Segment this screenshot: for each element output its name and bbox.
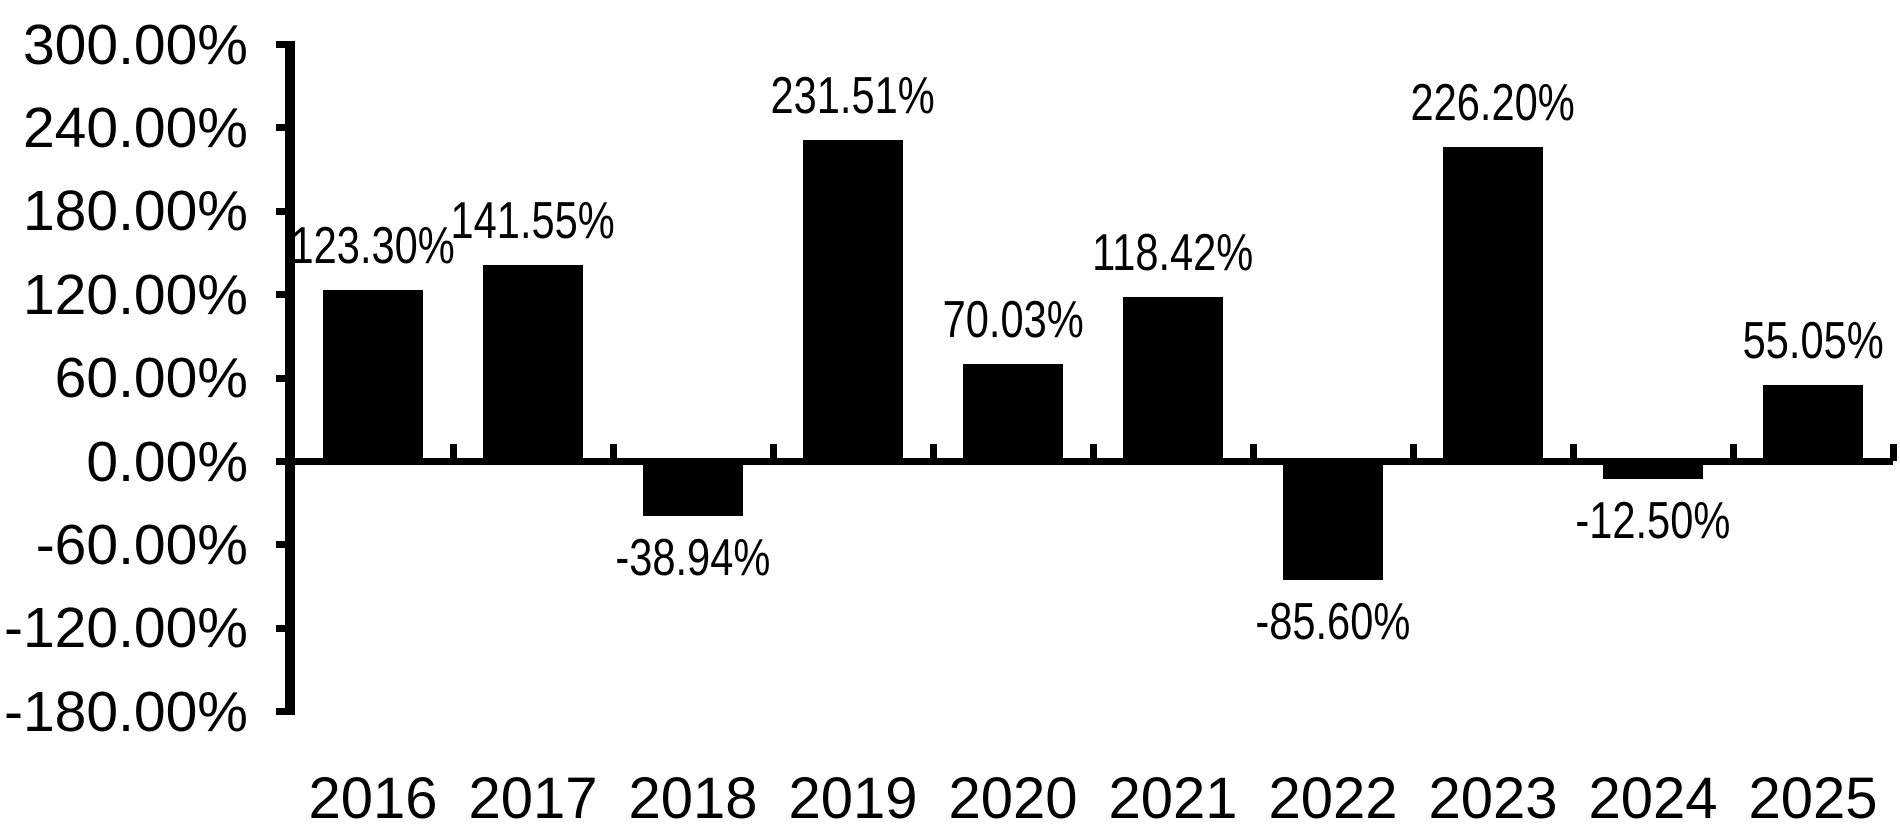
category-tick-4 bbox=[930, 444, 937, 461]
bar-2023 bbox=[1443, 147, 1543, 462]
category-tick-2 bbox=[610, 444, 617, 461]
category-tick-10 bbox=[1890, 444, 1897, 461]
y-tick-label--60: -60.00% bbox=[35, 512, 248, 577]
bar-2019 bbox=[803, 139, 903, 462]
value-label-2020: 70.03% bbox=[883, 290, 1143, 350]
category-tick-8 bbox=[1570, 444, 1577, 461]
y-tick-label--120: -120.00% bbox=[3, 596, 248, 661]
value-label-text-2021: 118.42% bbox=[1092, 223, 1254, 282]
bar-2025 bbox=[1763, 384, 1863, 462]
x-axis-zero-line bbox=[295, 458, 1893, 465]
value-label-2017: 141.55% bbox=[403, 191, 663, 251]
category-tick-6 bbox=[1250, 444, 1257, 461]
value-label-text-2023: 226.20% bbox=[1410, 74, 1576, 133]
value-label-2022: -85.60% bbox=[1203, 592, 1463, 652]
x-label-2025: 2025 bbox=[1748, 766, 1878, 831]
y-tick-label-120: 120.00% bbox=[22, 262, 248, 327]
value-label-2018: -38.94% bbox=[563, 528, 823, 588]
x-label-2023: 2023 bbox=[1428, 766, 1558, 831]
y-tick-0 bbox=[276, 458, 295, 465]
x-label-2020: 2020 bbox=[948, 766, 1078, 831]
y-tick-label-60: 60.00% bbox=[54, 346, 248, 411]
value-label-2016: 123.30% bbox=[243, 216, 503, 276]
x-label-2022: 2022 bbox=[1268, 766, 1398, 831]
bar-2017 bbox=[483, 264, 583, 462]
category-tick-9 bbox=[1730, 444, 1737, 461]
value-label-text-2020: 70.03% bbox=[942, 291, 1084, 350]
y-tick-label-180: 180.00% bbox=[22, 179, 248, 244]
category-tick-7 bbox=[1410, 444, 1417, 461]
y-tick-240 bbox=[276, 124, 295, 132]
bar-2021 bbox=[1123, 296, 1223, 462]
value-label-text-2025: 55.05% bbox=[1742, 311, 1884, 370]
y-tick-label-300: 300.00% bbox=[22, 12, 248, 77]
value-label-2021: 118.42% bbox=[1043, 223, 1303, 283]
category-tick-1 bbox=[450, 444, 457, 461]
y-tick-label-0: 0.00% bbox=[86, 429, 248, 494]
value-label-2019: 231.51% bbox=[723, 66, 983, 126]
bar-2022 bbox=[1283, 461, 1383, 581]
value-label-text-2022: -85.60% bbox=[1255, 593, 1411, 652]
x-label-2016: 2016 bbox=[308, 766, 438, 831]
bar-2016 bbox=[323, 290, 423, 462]
value-label-text-2017: 141.55% bbox=[450, 191, 616, 250]
y-tick-60 bbox=[276, 374, 295, 382]
x-label-2017: 2017 bbox=[468, 766, 598, 831]
x-label-2024: 2024 bbox=[1588, 766, 1718, 831]
x-label-2019: 2019 bbox=[788, 766, 918, 831]
bar-2018 bbox=[643, 461, 743, 516]
y-tick-180 bbox=[276, 207, 295, 215]
value-label-text-2018: -38.94% bbox=[615, 528, 771, 587]
category-tick-3 bbox=[770, 444, 777, 461]
value-label-2025: 55.05% bbox=[1683, 311, 1900, 371]
value-label-text-2019: 231.51% bbox=[770, 66, 936, 125]
value-label-text-2024: -12.50% bbox=[1575, 491, 1731, 550]
y-tick--180 bbox=[276, 708, 295, 716]
y-tick--120 bbox=[276, 624, 295, 632]
y-tick-label-240: 240.00% bbox=[22, 95, 248, 160]
bar-2024 bbox=[1603, 461, 1703, 479]
y-tick-120 bbox=[276, 291, 295, 299]
y-tick-300 bbox=[276, 41, 295, 48]
value-label-2023: 226.20% bbox=[1363, 73, 1623, 133]
y-tick-label--180: -180.00% bbox=[3, 679, 248, 744]
x-label-2018: 2018 bbox=[628, 766, 758, 831]
x-label-2021: 2021 bbox=[1108, 766, 1238, 831]
value-label-text-2016: 123.30% bbox=[290, 217, 456, 276]
bar-2020 bbox=[963, 364, 1063, 462]
value-label-2024: -12.50% bbox=[1523, 491, 1783, 551]
y-tick--60 bbox=[276, 541, 295, 549]
category-tick-5 bbox=[1090, 444, 1097, 461]
